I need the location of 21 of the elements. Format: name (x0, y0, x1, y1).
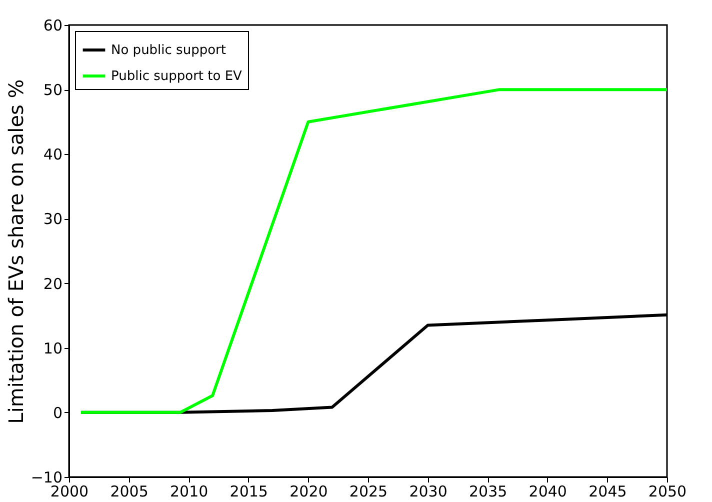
x-tick-label: 2005 (110, 482, 148, 500)
y-tick-label: 20 (43, 274, 62, 293)
x-tick-label: 2040 (528, 482, 567, 500)
y-tick-label: 0 (52, 404, 62, 422)
y-tick-label: 10 (43, 339, 62, 358)
x-tick-label: 2035 (469, 482, 508, 500)
legend-label: No public support (111, 43, 226, 58)
y-tick-label: 30 (43, 210, 62, 228)
x-tick-label: 2010 (170, 482, 208, 500)
y-tick-label: 50 (43, 81, 62, 100)
legend-label: Public support to EV (111, 69, 242, 84)
y-tick-label: 60 (43, 16, 62, 34)
line-series (79, 88, 667, 414)
x-tick-label: 2050 (648, 482, 687, 500)
x-tick-label: 2025 (349, 482, 388, 500)
x-tick-label: 2030 (409, 482, 448, 500)
y-axis-title: Limitation of EVs share on sales % (4, 79, 28, 424)
x-tick-label: 2045 (588, 482, 627, 500)
y-tick-label: 40 (43, 146, 62, 164)
x-tick-label: 2015 (230, 482, 268, 500)
x-tick-label: 2020 (290, 482, 328, 500)
